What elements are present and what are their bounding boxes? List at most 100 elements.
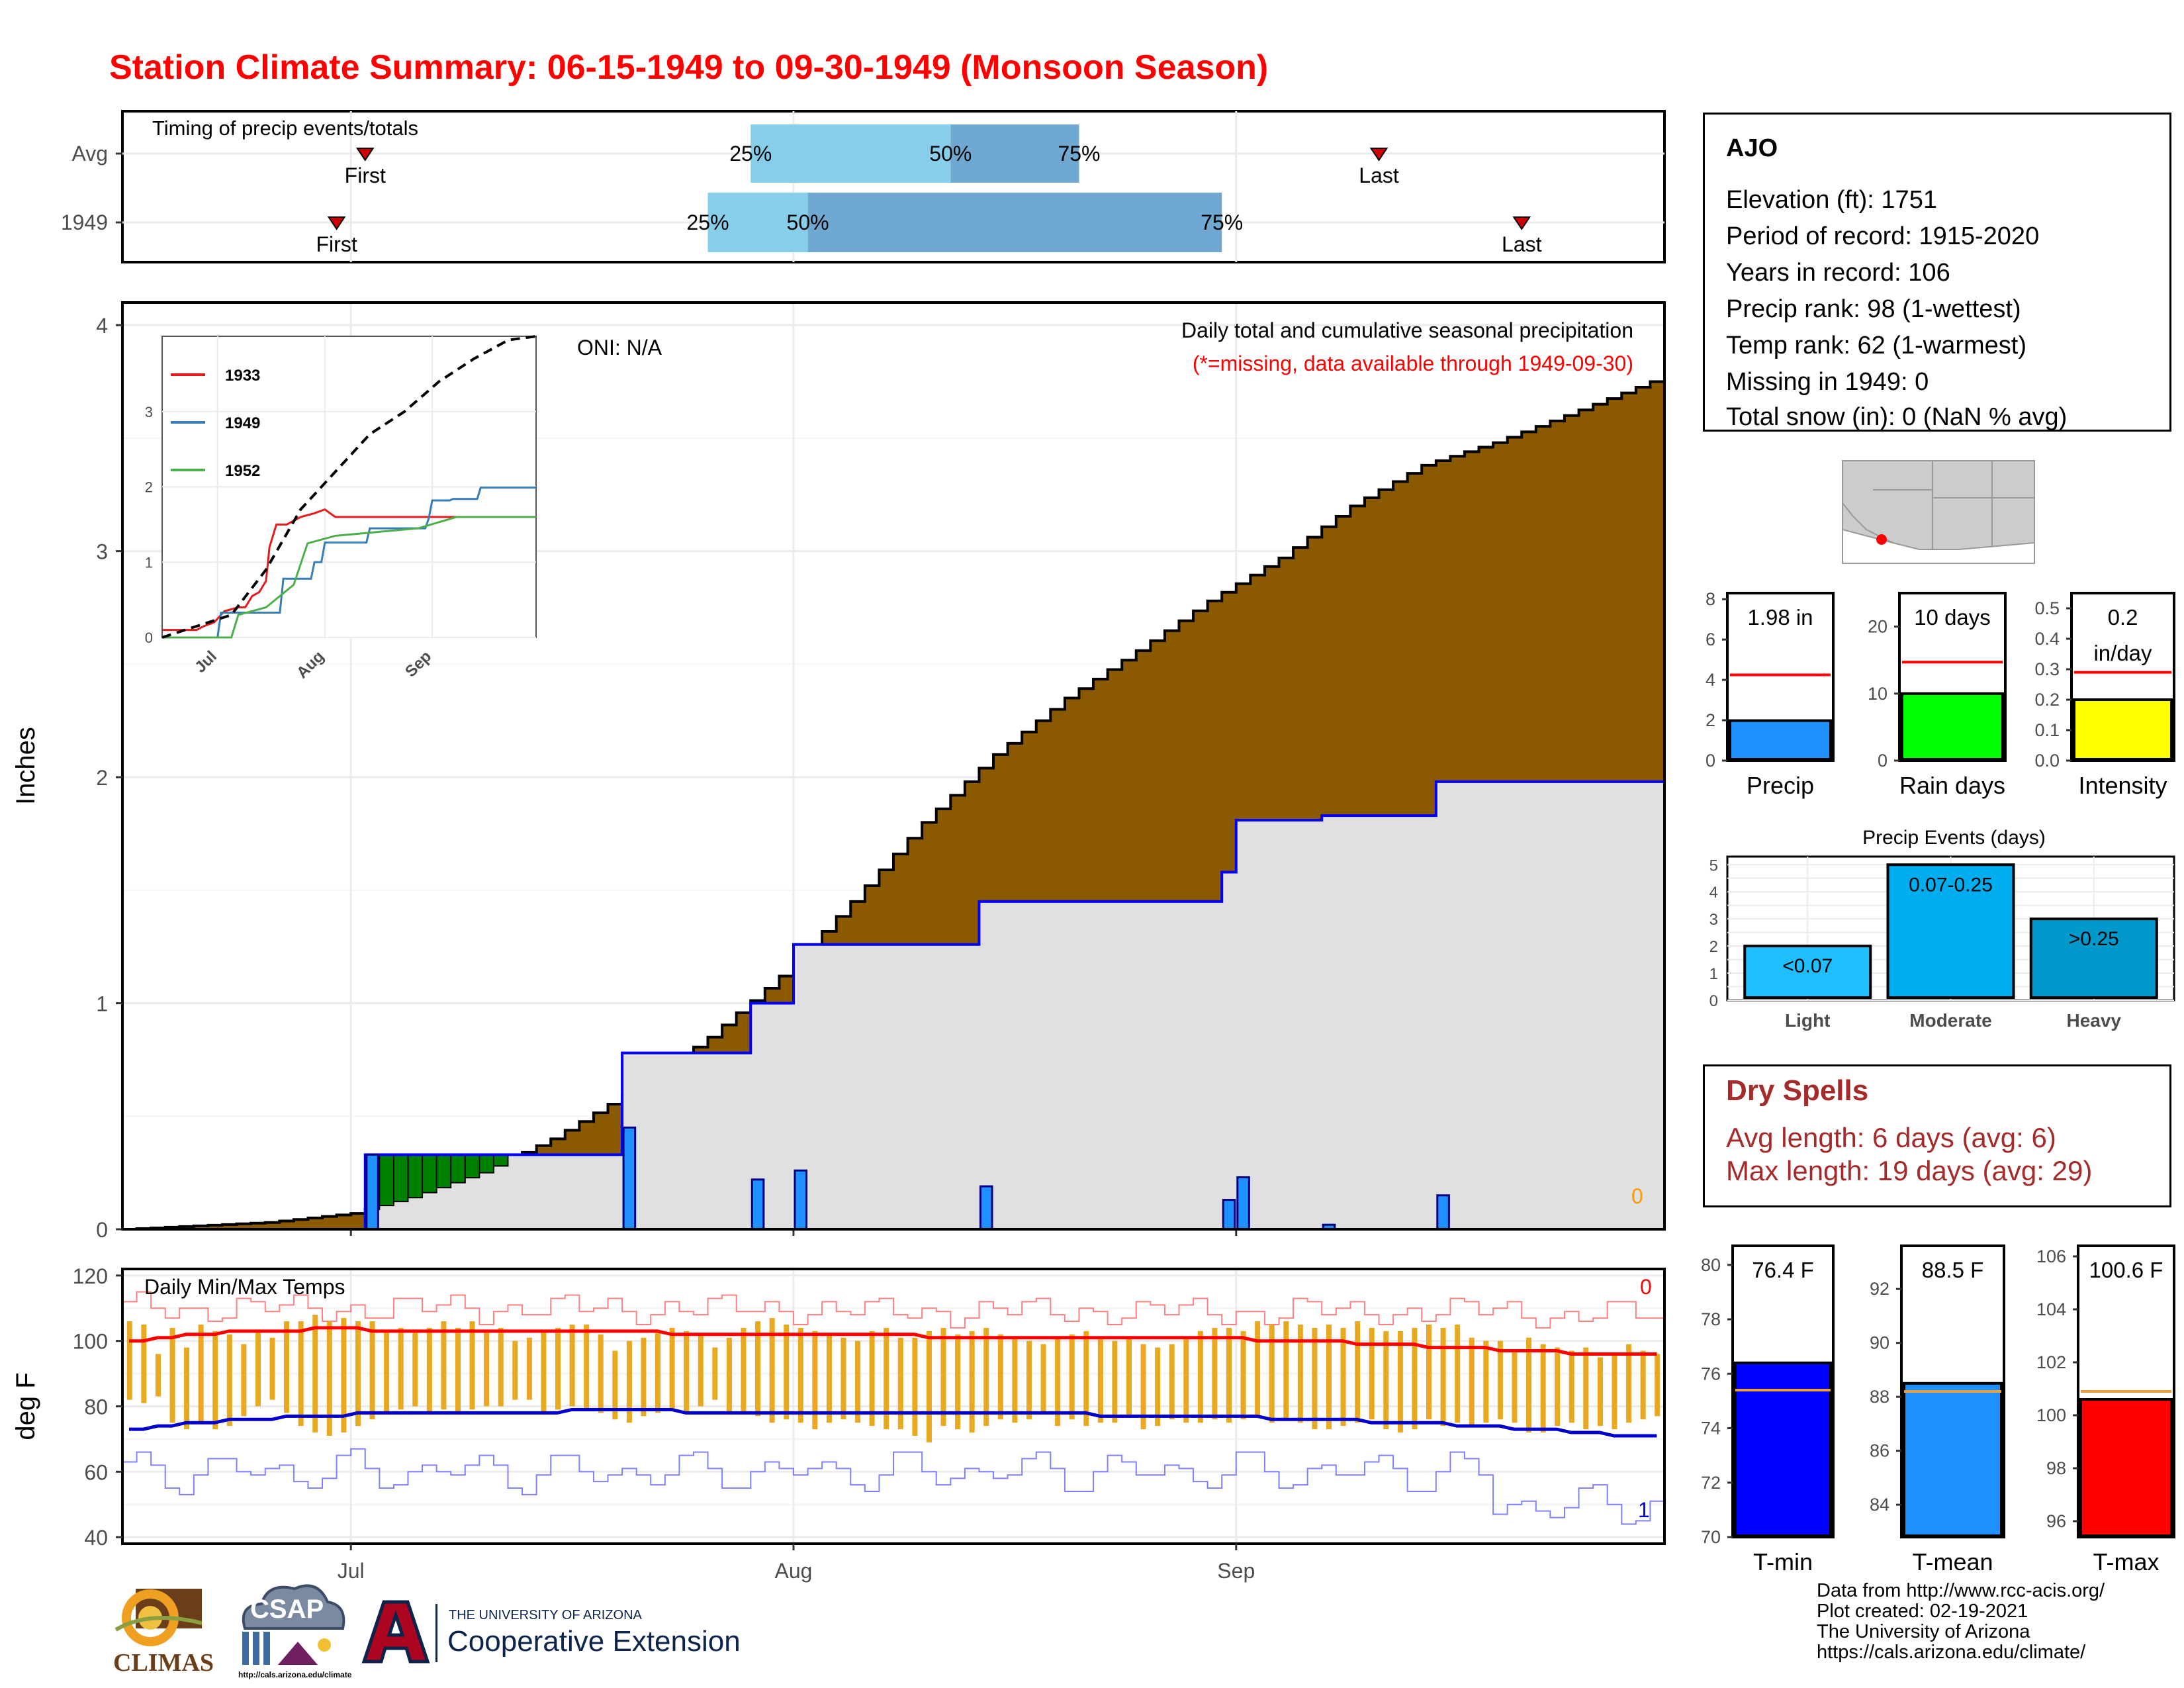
timing-first-marker [327,216,346,230]
daily-precip-bar [622,1126,637,1231]
station-elevation: Elevation (ft): 1751 [1726,186,1937,214]
small-chart-y-tick-label: 0 [1878,751,1888,771]
daily-temp-bar [726,1337,732,1413]
small-chart-y-tick-label: 90 [1870,1333,1889,1353]
small-chart-value-label: 100.6 F [2089,1258,2163,1282]
daily-temp-bar [1555,1347,1561,1427]
daily-temp-bar [298,1321,304,1427]
daily-temp-bar [926,1331,932,1442]
daily-temp-bar [1312,1327,1318,1430]
small-chart-value-label: 88.5 F [1922,1258,1984,1282]
daily-temp-bar [1226,1327,1232,1423]
daily-temp-bar [1583,1347,1589,1430]
events-x-tick-label: Heavy [2066,1010,2121,1031]
daily-temp-bar [826,1334,832,1423]
daily-temp-bar [755,1321,761,1417]
daily-temp-bar [326,1321,332,1436]
daily-temp-bar [241,1344,247,1417]
ua-divider [435,1604,437,1662]
small-chart-y-tick-label: 4 [1706,670,1715,690]
daily-temp-bar [341,1318,347,1433]
inset-legend-label: 1952 [225,462,260,480]
timing-chart: Avg 25% 50% 75% First Last 1949 25% 50% 75% First L… [61,110,1666,263]
timing-q50-label: 50% [787,211,829,234]
daily-temp-bar [1469,1337,1475,1427]
daily-temp-bar [1497,1340,1503,1420]
daily-temp-bar [940,1327,946,1427]
main-y-tick-label: 0 [96,1218,108,1242]
daily-temp-bar [1540,1344,1546,1433]
daily-temp-bar [1569,1350,1574,1423]
events-bar-label: >0.25 [2069,928,2119,950]
small-chart-y-tick-label: 0 [1706,751,1715,771]
daily-temp-bar [569,1324,575,1407]
temp-y-tick-label: 100 [73,1330,108,1354]
daily-temp-bar [255,1331,261,1407]
credit-university: The University of Arizona [1817,1621,2030,1642]
page-title: Station Climate Summary: 06-15-1949 to 0… [109,48,1269,87]
daily-temp-bar [1055,1337,1061,1427]
small-chart-bar-3 [1729,719,1832,761]
small-chart-y-tick-label: 2 [1706,710,1715,730]
daily-temp-bar [1026,1340,1032,1420]
daily-temp-bar [983,1327,989,1427]
climas-logo-icon [114,1589,203,1646]
locator-map [1842,460,2035,564]
daily-temp-bar [269,1337,275,1400]
temp-missing-max: 0 [1640,1275,1652,1299]
record-min-line [122,1448,1664,1525]
daily-precip-bar [1236,1176,1250,1231]
temp-y-axis-label: deg F [11,1372,40,1440]
station-period: Period of record: 1915-2020 [1726,222,2040,250]
daily-temp-bar [841,1337,846,1420]
daily-precip-bar [1222,1199,1236,1231]
daily-temp-bar [1255,1321,1261,1417]
station-missing: Missing in 1949: 0 [1726,368,1929,396]
small-chart-y-tick-label: 70 [1701,1527,1721,1547]
small-chart-value-label: 10 days [1914,605,1991,630]
daily-temp-bar [484,1331,490,1407]
small-chart-y-tick-label: 100 [2036,1405,2066,1425]
events-x-tick-label: Light [1785,1010,1830,1031]
daily-temp-bar [1212,1327,1218,1420]
dry-spells-box: Dry Spells Avg length: 6 days (avg: 6) M… [1703,1064,2171,1207]
inset-series-line-1949 [162,487,536,639]
record-max-line [122,1291,1664,1329]
events-bar-label: 0.07-0.25 [1909,874,1993,896]
temperature-chart: 40 60 80 100 120 Jul Aug Sep deg F Daily Min/Max … [11,1264,1666,1583]
main-subtitle: Daily total and cumulative seasonal prec… [1181,318,1633,342]
daily-temp-bar [1183,1337,1189,1423]
daily-temp-bar [169,1327,175,1423]
main-missing-count: 0 [1631,1184,1643,1208]
main-y-tick-label: 3 [96,540,108,564]
daily-temp-bar [155,1354,161,1397]
avg-max-temp-line [129,1326,1657,1356]
timing-panel-label: Timing of precip events/totals [152,117,418,140]
small-chart-bar-4 [1901,692,2004,761]
dry-spells-max: Max length: 19 days (avg: 29) [1726,1155,2093,1186]
timing-row-label: 1949 [61,211,108,234]
timing-first-marker [355,148,375,162]
daily-temp-bar [1640,1350,1646,1420]
dry-spells-avg: Avg length: 6 days (avg: 6) [1726,1122,2056,1153]
daily-temp-bar [1440,1327,1446,1427]
daily-temp-bar [426,1327,432,1413]
daily-temp-bar [855,1340,861,1423]
small-chart-y-tick-label: 20 [1868,617,1888,637]
small-chart-bar-9 [2079,1398,2173,1537]
daily-temp-bar [684,1331,690,1413]
temp-x-tick-label: Aug [775,1559,813,1583]
main-panel-frame [121,301,1666,1231]
small-chart-y-tick-label: 104 [2036,1299,2066,1319]
small-chart-y-tick-label: 0.1 [2034,720,2060,740]
ua-logo: THE UNIVERSITY OF ARIZONA Cooperative Ex… [357,1599,754,1671]
ua-a-icon [361,1600,430,1664]
daily-temp-bar [1126,1337,1132,1417]
main-y-axis-label: Inches [11,727,40,805]
daily-temp-bar [1612,1354,1617,1430]
small-chart-y-tick-label: 8 [1706,589,1715,609]
daily-temp-bar [598,1334,604,1413]
daily-temp-bar [284,1321,290,1413]
daily-temp-bar [1512,1350,1518,1423]
